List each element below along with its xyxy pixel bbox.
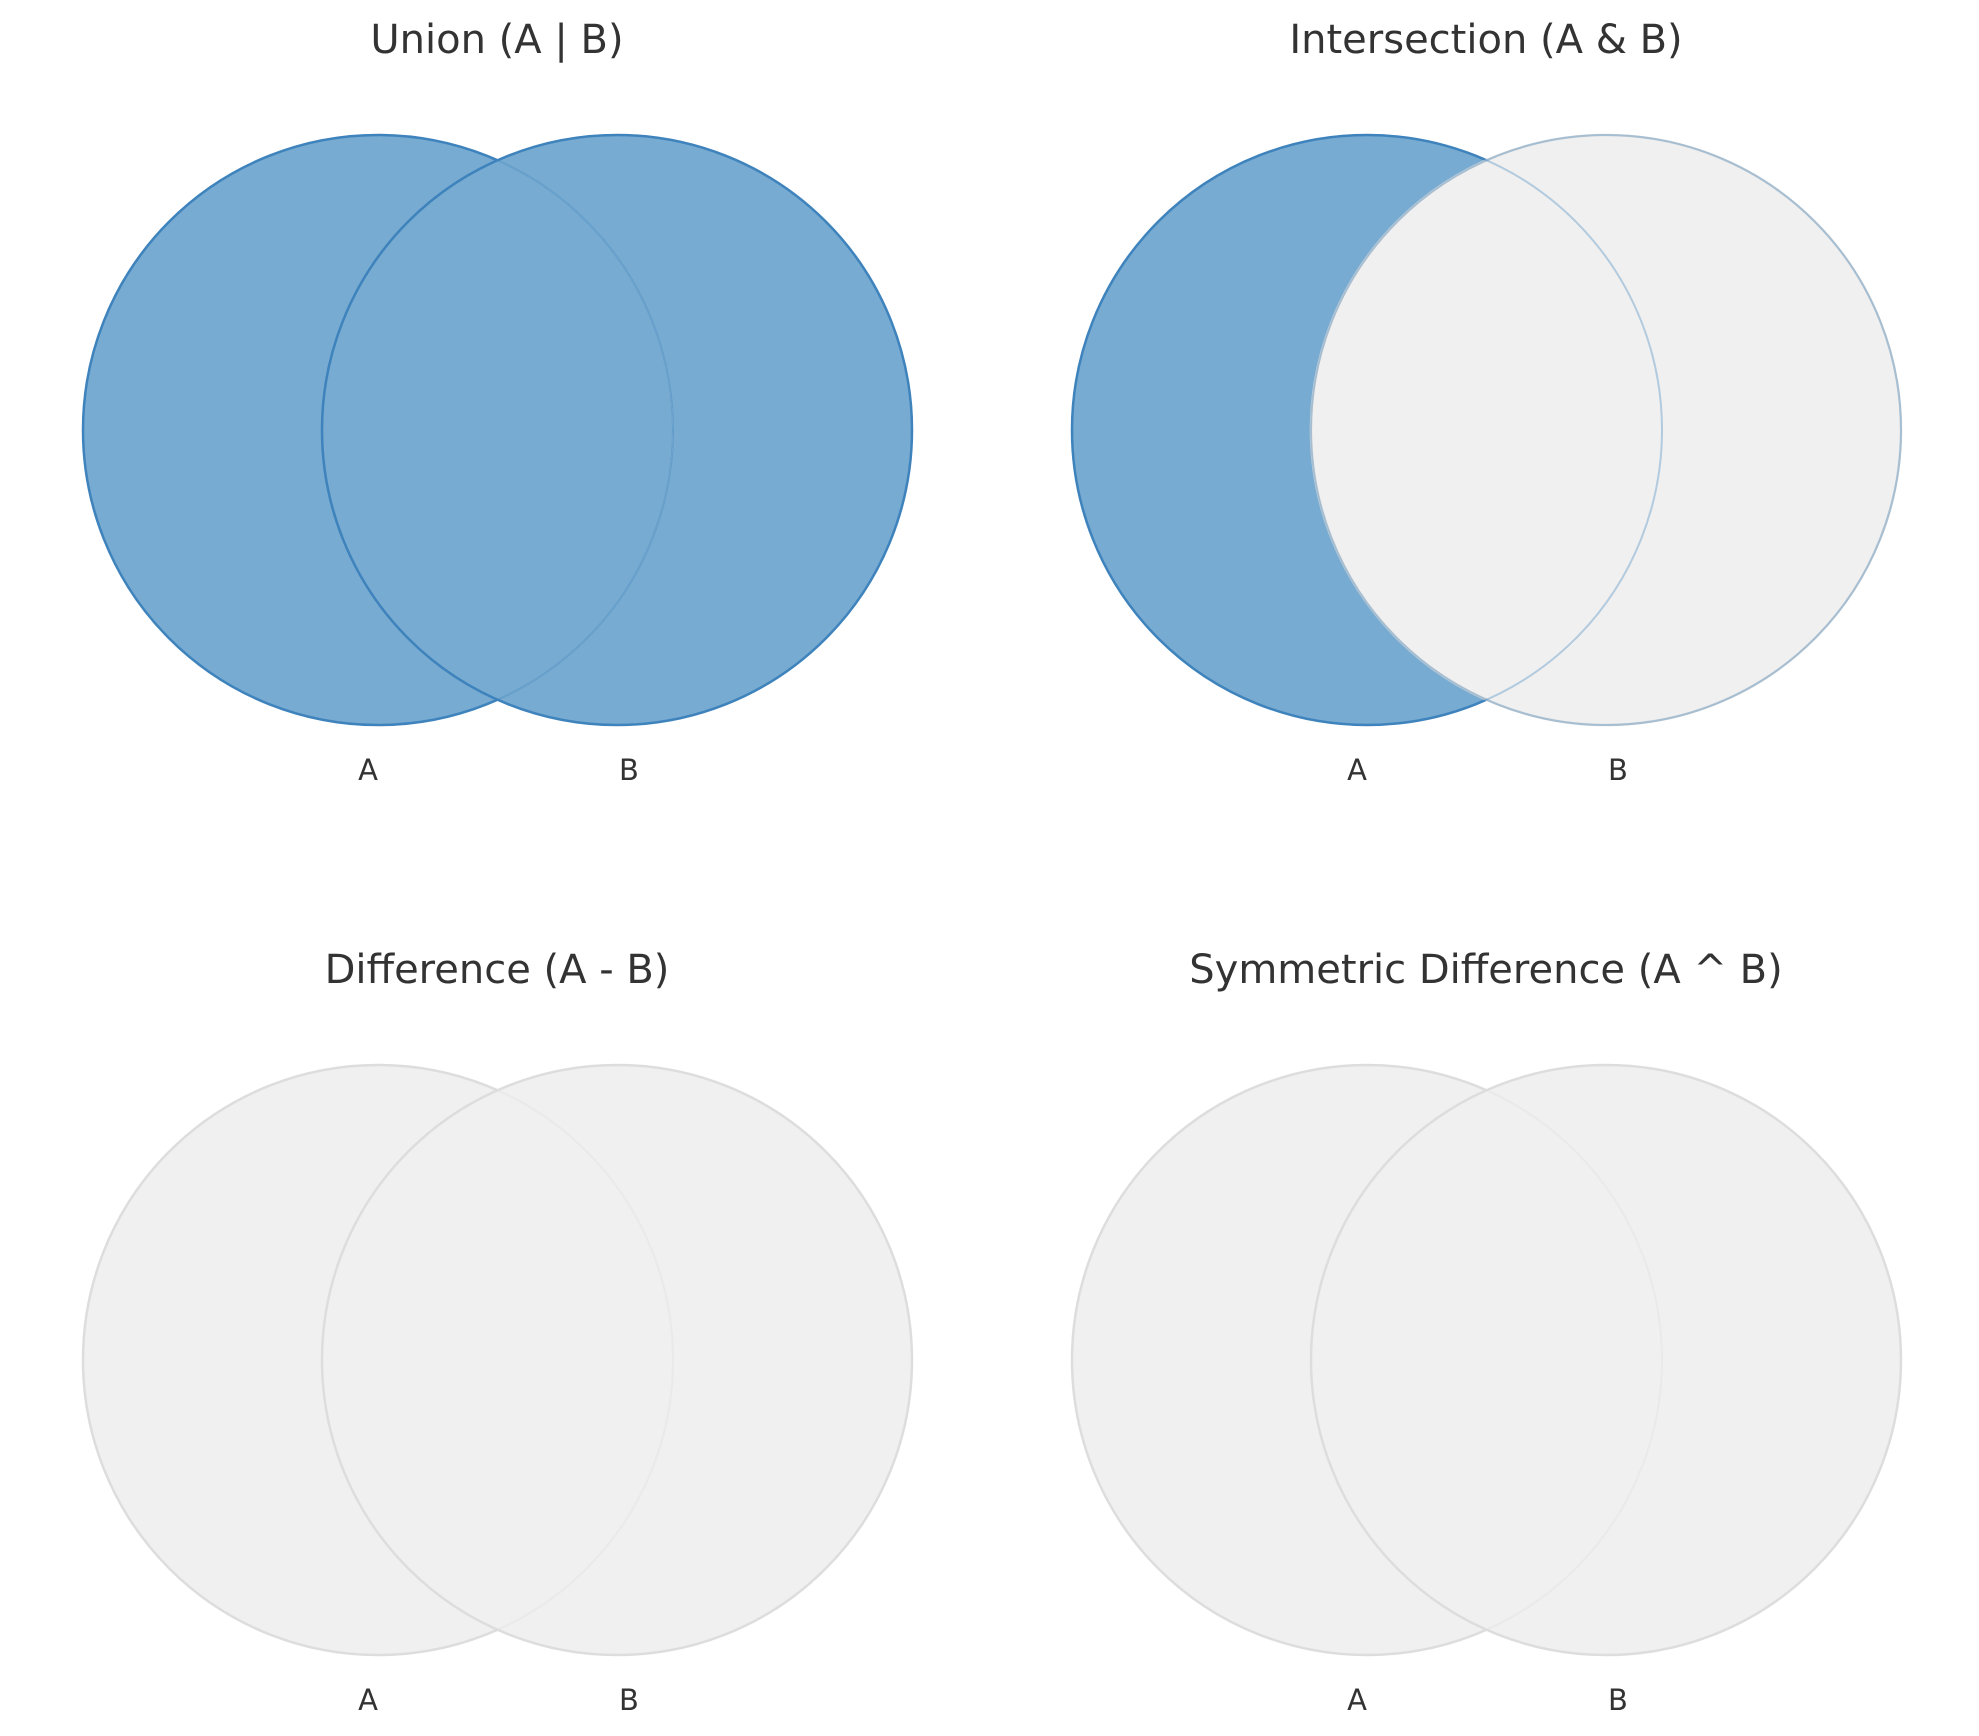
set-b-outline bbox=[1310, 1064, 1902, 1656]
region-b-only bbox=[1309, 1063, 1903, 1657]
set-a-label: A bbox=[358, 753, 378, 787]
panel-intersection: Intersection (A & B) A B bbox=[1070, 17, 1903, 787]
set-b-outline bbox=[321, 134, 913, 726]
set-b-outline bbox=[321, 1064, 913, 1656]
region-b-only bbox=[320, 1063, 914, 1657]
panel-title: Intersection (A & B) bbox=[1289, 17, 1682, 63]
set-a-label: A bbox=[1347, 753, 1367, 787]
panel-difference: Difference (A - B) A B bbox=[81, 947, 914, 1717]
set-a-outline bbox=[82, 1064, 674, 1656]
region-b-only bbox=[1309, 133, 1903, 727]
set-a-outline bbox=[1071, 1064, 1663, 1656]
set-a-label: A bbox=[358, 1683, 378, 1717]
panel-union: Union (A | B) A B bbox=[81, 17, 914, 787]
set-b-label: B bbox=[619, 1683, 639, 1717]
set-b-label: B bbox=[1608, 753, 1628, 787]
panel-title: Union (A | B) bbox=[370, 17, 623, 63]
region-b-only bbox=[320, 133, 914, 727]
set-a-outline bbox=[1071, 134, 1663, 726]
panel-symmetric-difference: Symmetric Difference (A ^ B) A B bbox=[1070, 947, 1903, 1717]
set-b-label: B bbox=[1608, 1683, 1628, 1717]
panel-title: Difference (A - B) bbox=[325, 947, 670, 993]
panel-title: Symmetric Difference (A ^ B) bbox=[1189, 947, 1782, 993]
set-b-outline bbox=[1310, 134, 1902, 726]
set-a-label: A bbox=[1347, 1683, 1367, 1717]
set-b-label: B bbox=[619, 753, 639, 787]
set-a-outline bbox=[82, 134, 674, 726]
